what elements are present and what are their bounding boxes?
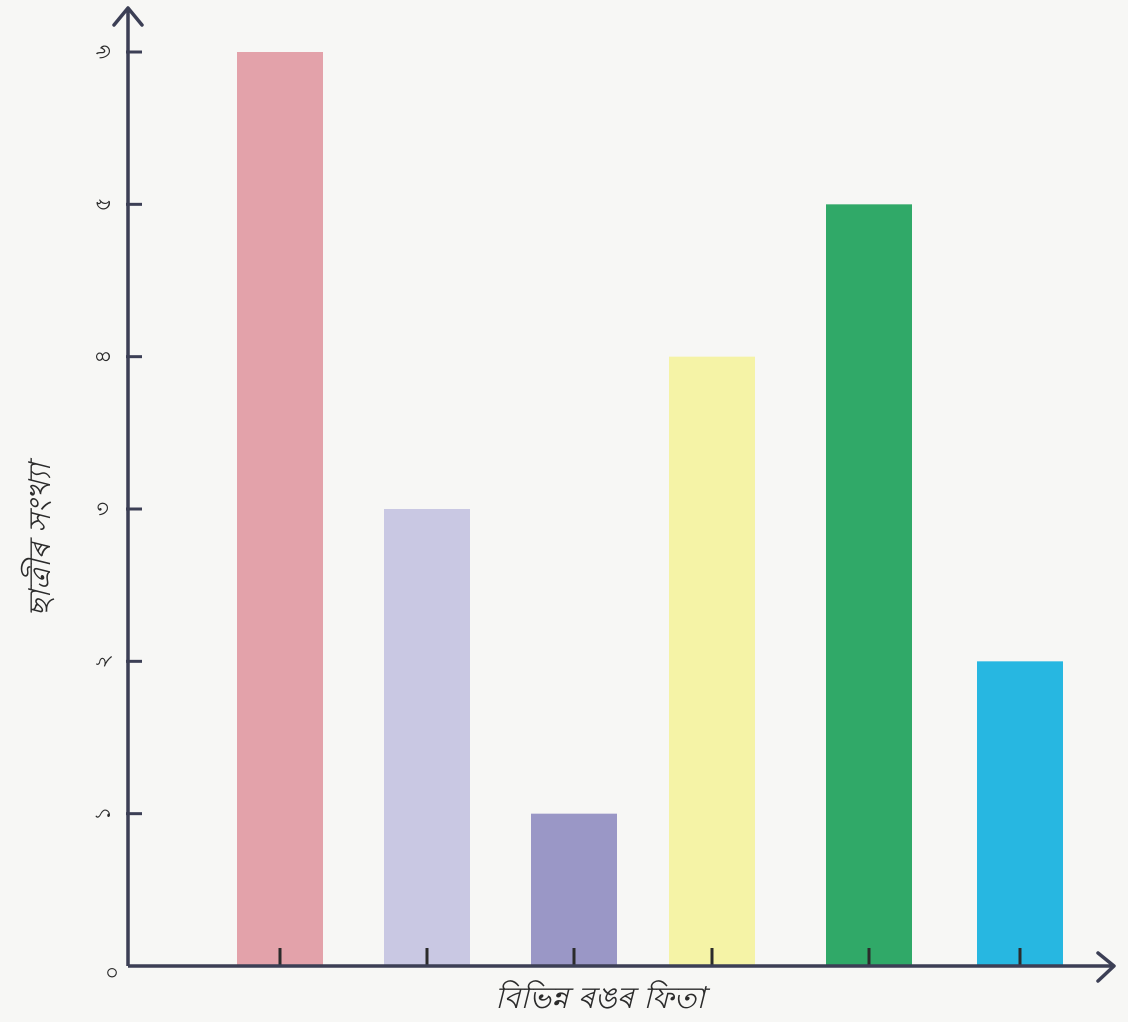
bar-3 xyxy=(531,813,617,966)
y-ticks-group: ০ ১ ২ ৩ ৪ ৫ ৬ xyxy=(91,45,142,986)
x-axis-title: বিভিন্ন ৰঙৰ ফিতা xyxy=(495,980,710,1016)
y-tick-label-3: ৩ xyxy=(91,502,116,516)
bar-5 xyxy=(826,204,912,967)
bar-1 xyxy=(237,52,323,966)
y-tick-label-2: ২ xyxy=(91,654,116,668)
y-tick-label-1: ১ xyxy=(91,807,116,821)
bar-6 xyxy=(977,661,1063,966)
bar-2 xyxy=(384,509,470,966)
y-tick-label-5: ৫ xyxy=(91,197,116,211)
y-axis-arrow xyxy=(112,6,144,27)
y-tick-label-4: ৪ xyxy=(91,350,116,364)
y-axis-title: ছাত্ৰীৰ সংখ্যা xyxy=(20,458,58,617)
x-axis-arrow xyxy=(1096,951,1116,983)
y-tick-label-0: ০ xyxy=(105,961,119,986)
bar-ticks-group xyxy=(278,948,1022,966)
y-tick-label-6: ৬ xyxy=(91,45,116,59)
bar-4 xyxy=(669,356,755,967)
bars-group xyxy=(237,52,1063,967)
